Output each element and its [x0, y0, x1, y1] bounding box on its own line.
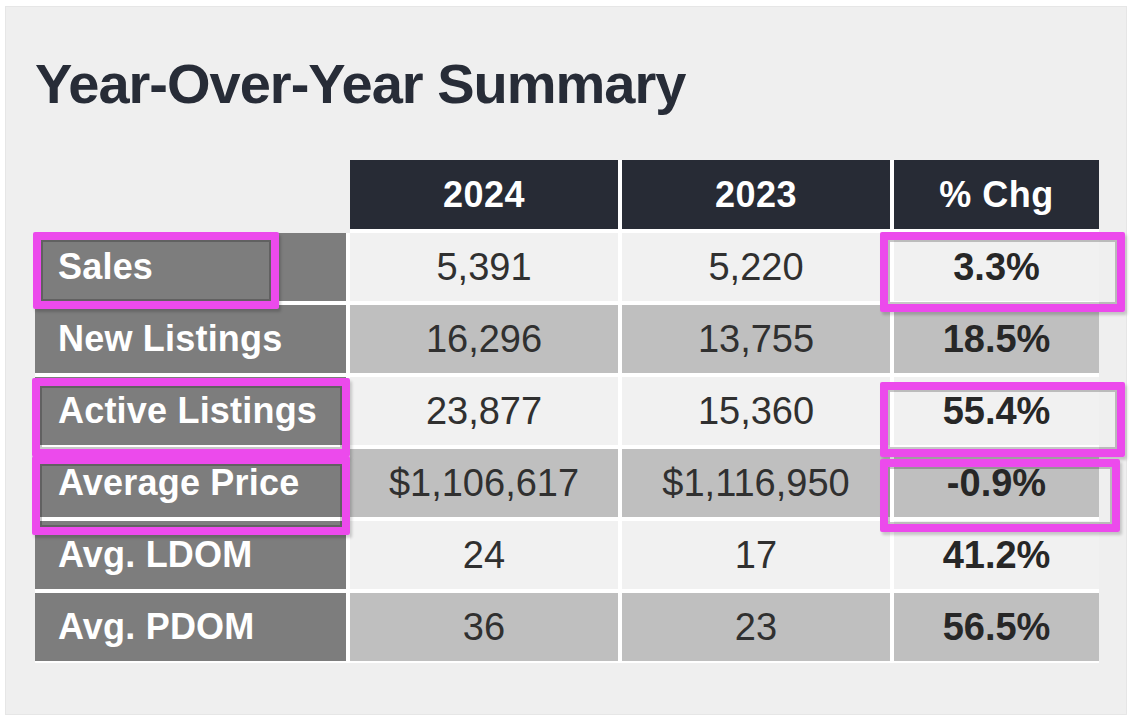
screenshot-root: { "title": "Year-Over-Year Summary", "ta…: [0, 0, 1132, 720]
cell-average-price-2023: $1,116,950: [622, 449, 894, 521]
row-label-average-price: Average Price: [35, 449, 350, 521]
row-label-avg-ldom: Avg. LDOM: [35, 521, 350, 593]
cell-active-listings-2024: 23,877: [350, 377, 622, 449]
cell-average-price-2024: $1,106,617: [350, 449, 622, 521]
row-label-active-listings: Active Listings: [35, 377, 350, 449]
column-header-2024: 2024: [350, 160, 622, 233]
cell-avg-ldom-2023: 17: [622, 521, 894, 593]
cell-new-listings-2023: 13,755: [622, 305, 894, 377]
row-label-avg-pdom: Avg. PDOM: [35, 593, 350, 663]
yoy-summary-table: 2024 2023 % Chg Sales 5,391 5,220 3.3% N…: [35, 160, 1099, 663]
cell-average-price-chg: -0.9%: [894, 449, 1099, 521]
page-title: Year-Over-Year Summary: [35, 51, 685, 116]
cell-avg-ldom-2024: 24: [350, 521, 622, 593]
table-corner-blank: [35, 160, 350, 233]
cell-active-listings-chg: 55.4%: [894, 377, 1099, 449]
cell-sales-2024: 5,391: [350, 233, 622, 305]
cell-avg-ldom-chg: 41.2%: [894, 521, 1099, 593]
cell-avg-pdom-2023: 23: [622, 593, 894, 663]
cell-sales-2023: 5,220: [622, 233, 894, 305]
cell-avg-pdom-chg: 56.5%: [894, 593, 1099, 663]
cell-new-listings-2024: 16,296: [350, 305, 622, 377]
column-header-2023: 2023: [622, 160, 894, 233]
slide-panel: Year-Over-Year Summary 2024 2023 % Chg S…: [5, 6, 1127, 715]
row-label-sales: Sales: [35, 233, 350, 305]
cell-sales-chg: 3.3%: [894, 233, 1099, 305]
cell-active-listings-2023: 15,360: [622, 377, 894, 449]
row-label-new-listings: New Listings: [35, 305, 350, 377]
cell-new-listings-chg: 18.5%: [894, 305, 1099, 377]
cell-avg-pdom-2024: 36: [350, 593, 622, 663]
column-header-pct-chg: % Chg: [894, 160, 1099, 233]
